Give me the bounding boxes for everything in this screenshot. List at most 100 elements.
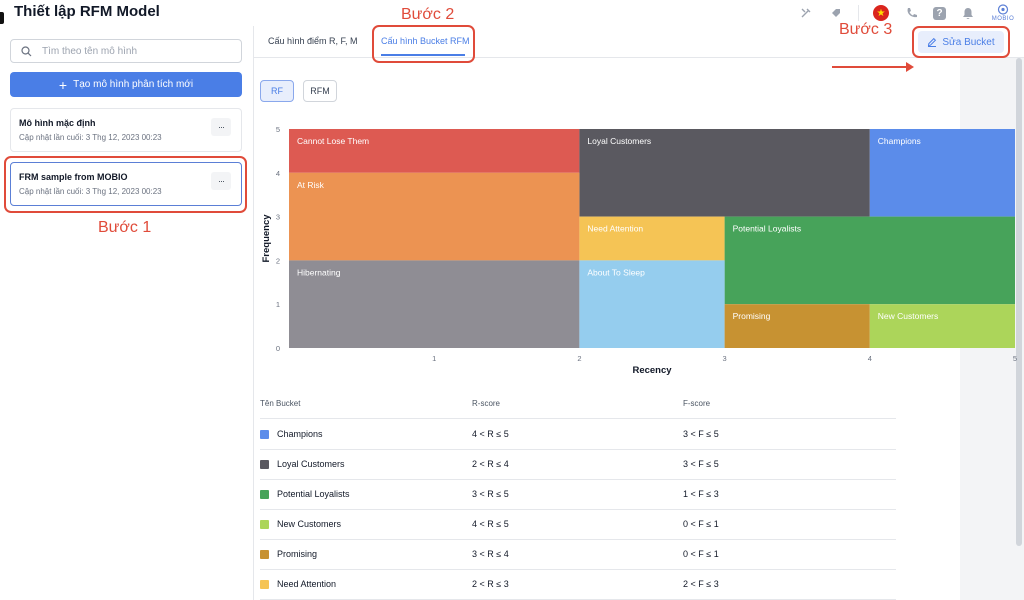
search-icon [21,45,32,56]
f-score-cell: 1 < F ≤ 3 [683,489,719,499]
table-row: New Customers 4 < R ≤ 5 0 < F ≤ 1 [254,509,904,539]
f-score-cell: 0 < F ≤ 1 [683,519,719,529]
bucket-color-swatch [260,550,269,559]
page-title: Thiết lập RFM Model [14,3,160,20]
x-axis-label: Recency [632,365,672,376]
bucket-label-loyal-customers: Loyal Customers [587,136,651,146]
model-card-default[interactable]: Mô hình mặc định Cập nhật lần cuối: 3 Th… [10,108,242,152]
y-tick-label: 0 [276,344,280,353]
mode-rfm-button[interactable]: RFM [303,80,337,102]
tag-icon[interactable] [828,5,844,21]
bucket-label-about-to-sleep: About To Sleep [587,267,645,277]
header-divider [858,5,859,21]
search-input[interactable] [42,45,232,57]
y-tick-label: 5 [276,125,280,134]
vietnam-flag-icon[interactable]: ★ [873,5,889,21]
table-row-divider [260,479,896,480]
table-row: Potential Loyalists 3 < R ≤ 5 1 < F ≤ 3 [254,479,904,509]
header-icon-bar: ★ ? MOBIO [798,2,1016,24]
bucket-color-swatch [260,490,269,499]
x-tick-label: 4 [868,354,872,363]
bucket-label-potential-loyalists: Potential Loyalists [733,224,802,234]
bucket-label-at-risk: At Risk [297,180,325,190]
bucket-label-hibernating: Hibernating [297,267,341,277]
search-box[interactable] [10,39,242,63]
pencil-icon [928,37,937,47]
table-row: Promising 3 < R ≤ 4 0 < F ≤ 1 [254,539,904,569]
model-name: Mô hình mặc định [19,118,96,128]
model-name: FRM sample from MOBIO [19,172,128,182]
plus-icon: + [58,76,68,93]
table-row-divider [260,539,896,540]
f-score-cell: 3 < F ≤ 5 [683,459,719,469]
tools-icon[interactable] [798,5,814,21]
edit-bucket-label: Sửa Bucket [942,36,995,48]
step1-label: Bước 1 [98,219,152,236]
edit-bucket-button[interactable]: Sửa Bucket [918,31,1004,53]
r-score-cell: 3 < R ≤ 5 [472,489,509,499]
create-model-label: Tạo mô hình phân tích mới [73,79,194,90]
bucket-cell-hibernating [289,260,580,348]
r-score-cell: 2 < R ≤ 3 [472,579,509,589]
bucket-name-cell: Champions [277,429,323,439]
y-tick-label: 4 [276,169,280,178]
bucket-cell-new-customers [869,304,1015,348]
more-options-button[interactable]: ··· [211,118,231,136]
model-updated: Cập nhật lần cuối: 3 Thg 12, 2023 00:23 [19,187,162,196]
create-model-button[interactable]: + Tạo mô hình phân tích mới [10,72,242,97]
model-card-frm-sample[interactable]: FRM sample from MOBIO Cập nhật lần cuối:… [10,162,242,206]
col-header-r-score: R-score [472,399,501,408]
top-header: Thiết lập RFM Model ★ ? MOBIO [0,0,1024,26]
x-tick-label: 3 [723,354,727,363]
x-tick-label: 2 [577,354,581,363]
tab-bar: Cấu hình điểm R, F, M Cấu hình Bucket RF… [254,26,1024,58]
r-score-cell: 4 < R ≤ 5 [472,519,509,529]
bucket-label-cannot-lose-them: Cannot Lose Them [297,136,369,146]
tab-rfm-score-config[interactable]: Cấu hình điểm R, F, M [268,36,358,46]
model-updated: Cập nhật lần cuối: 3 Thg 12, 2023 00:23 [19,133,162,142]
f-score-cell: 3 < F ≤ 5 [683,429,719,439]
step3-highlight [912,26,1010,58]
step1-highlight [4,156,247,213]
mode-rf-button[interactable]: RF [260,80,294,102]
bucket-cell-promising [724,304,870,348]
step3-label: Bước 3 [839,21,893,38]
step3-arrow-line [832,66,908,68]
x-tick-label: 5 [1013,354,1017,363]
rf-bucket-chart: Cannot Lose Them Loyal Customers Champions… [261,125,1017,376]
r-score-cell: 3 < R ≤ 4 [472,549,509,559]
main-panel: Cấu hình điểm R, F, M Cấu hình Bucket RF… [254,6,1024,600]
col-header-bucket-name: Tên Bucket [260,399,301,408]
table-header-divider [260,418,896,419]
model-list-panel: + Tạo mô hình phân tích mới Mô hình mặc … [0,26,254,600]
r-score-cell: 2 < R ≤ 4 [472,459,509,469]
y-axis-label: Frequency [261,214,272,263]
bucket-color-swatch [260,460,269,469]
scrollbar-thumb[interactable] [1016,58,1022,546]
bucket-cell-champions [869,129,1015,217]
step2-label: Bước 2 [401,6,455,23]
mobio-logo: MOBIO [990,2,1016,24]
more-options-button[interactable]: ··· [211,172,231,190]
logo-text: MOBIO [991,16,1015,22]
bucket-color-swatch [260,520,269,529]
bucket-cell-potential-loyalists [724,216,1015,305]
table-row: Need Attention 2 < R ≤ 3 2 < F ≤ 3 [254,569,904,599]
bucket-name-cell: Potential Loyalists [277,489,350,499]
bucket-label-need-attention: Need Attention [587,224,643,234]
tab-rfm-bucket-config[interactable]: Cấu hình Bucket RFM [381,36,470,46]
y-tick-label: 1 [276,300,280,309]
f-score-cell: 2 < F ≤ 3 [683,579,719,589]
phone-icon[interactable] [903,5,919,21]
bucket-color-swatch [260,580,269,589]
bucket-cell-loyal-customers [579,129,870,217]
table-row-divider [260,509,896,510]
active-tab-indicator [381,54,465,56]
table-row: Loyal Customers 2 < R ≤ 4 3 < F ≤ 5 [254,449,904,479]
bucket-cell-need-attention [579,216,725,261]
help-icon[interactable]: ? [933,6,946,20]
bucket-cell-at-risk [289,172,580,261]
bell-icon[interactable] [960,5,976,21]
table-row-divider [260,569,896,570]
